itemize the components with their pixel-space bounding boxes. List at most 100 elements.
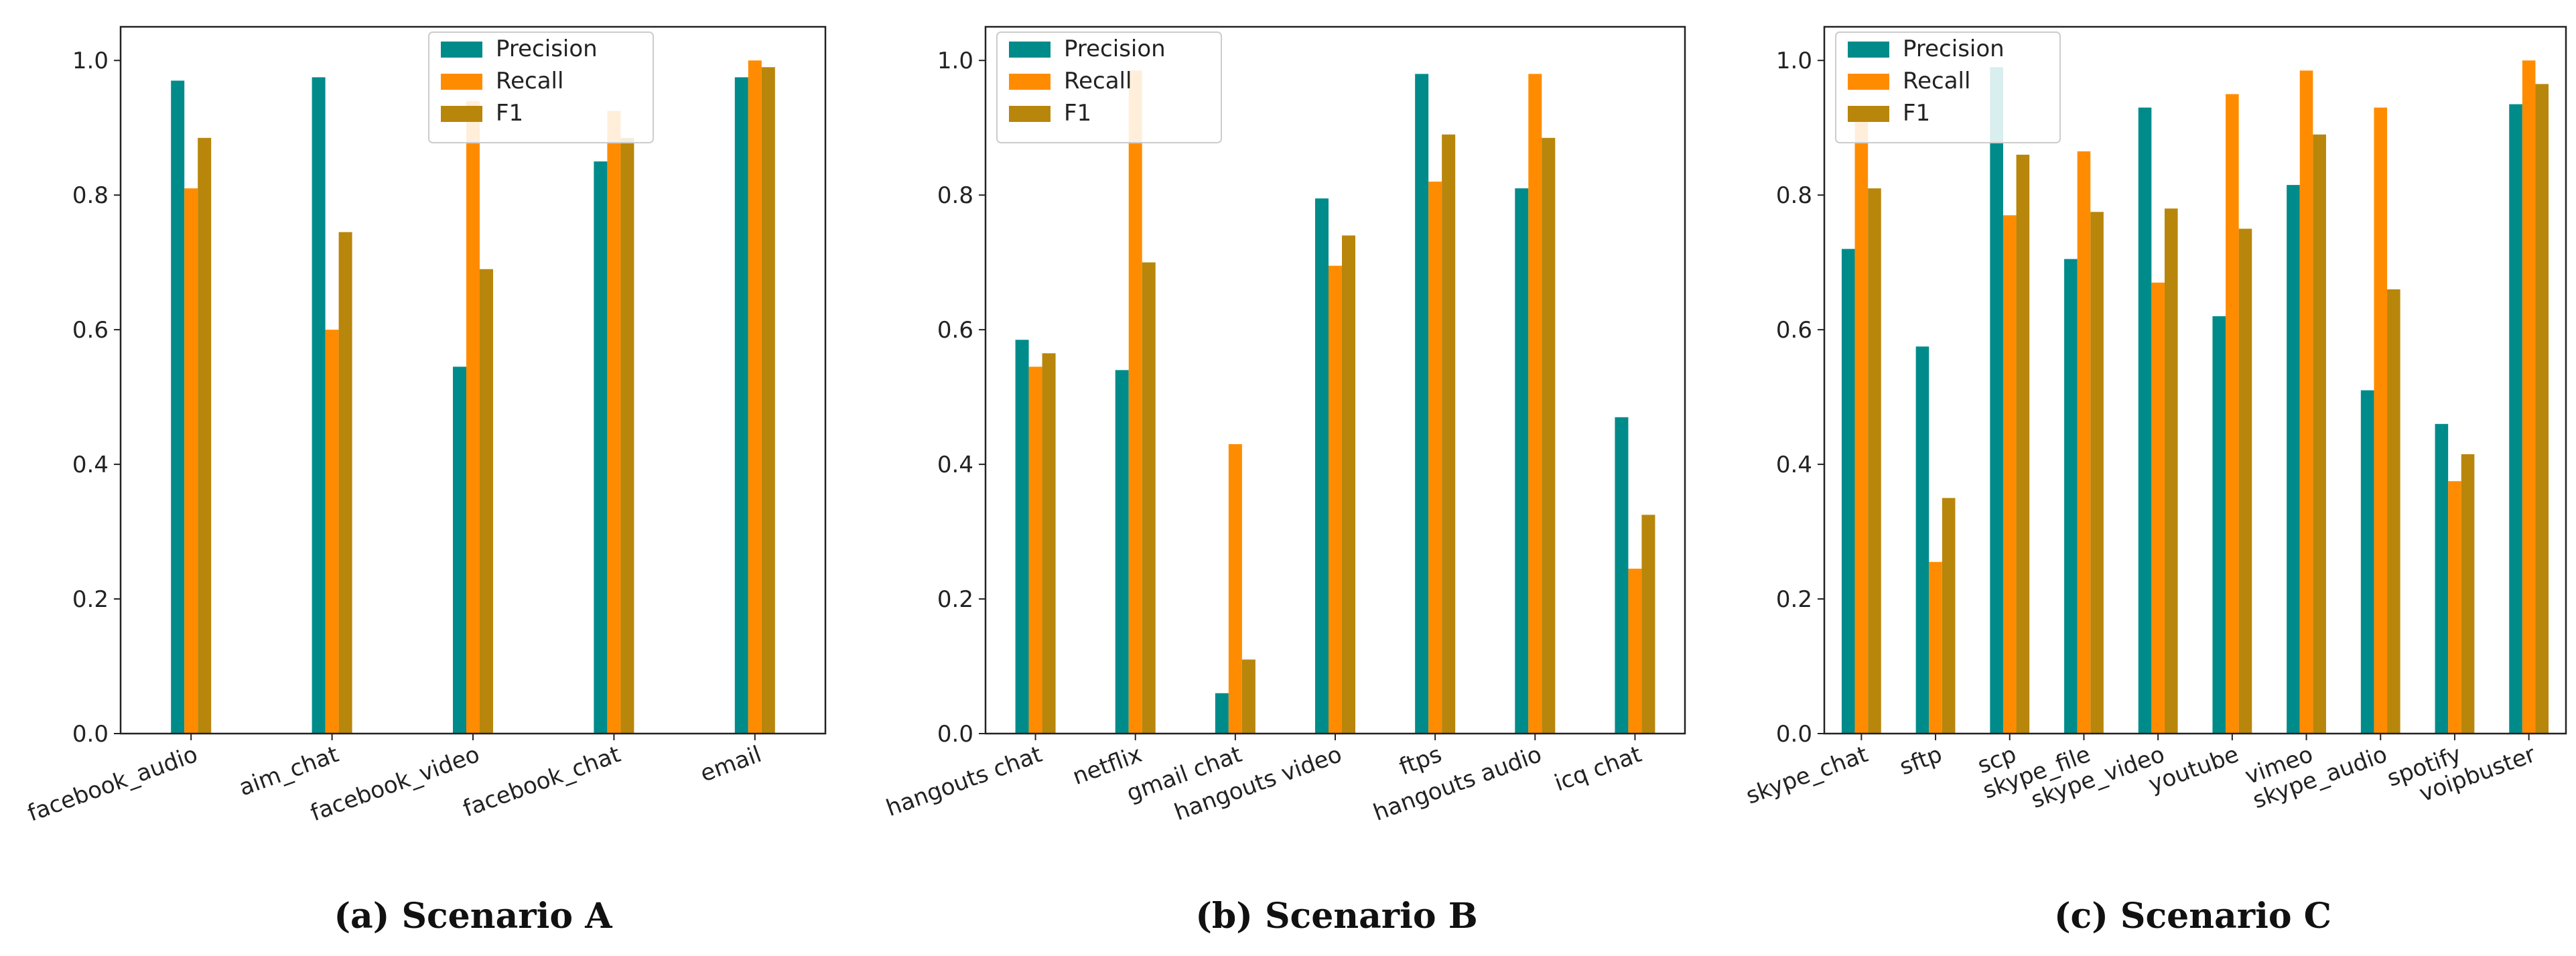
legend-label-f1: F1 bbox=[1064, 100, 1091, 127]
bar-recall-sftp bbox=[1929, 561, 1942, 734]
bar-precision-netflix bbox=[1115, 370, 1129, 734]
bar-precision-facebook-video bbox=[453, 366, 466, 734]
figure-caption: (b) Scenario B bbox=[1195, 896, 1477, 937]
bar-recall-voipbuster bbox=[2522, 60, 2536, 734]
bar-recall-hangouts-video bbox=[1329, 265, 1342, 734]
y-tick-label: 0.6 bbox=[1776, 317, 1812, 344]
bar-precision-youtube bbox=[2212, 316, 2226, 734]
bar-f1-ftps bbox=[1442, 134, 1456, 734]
legend-label-precision: Precision bbox=[496, 36, 598, 62]
y-tick-label: 0.8 bbox=[1776, 182, 1812, 209]
y-tick-label: 1.0 bbox=[937, 48, 973, 74]
chart-panel-0: 0.0 0.2 0.4 0.6 0.8 1.0 facebook_audio aim_chat… bbox=[24, 25, 827, 937]
legend-label-precision: Precision bbox=[1903, 36, 2005, 62]
x-tick-label: hangouts chat bbox=[883, 741, 1046, 822]
x-tick-label: hangouts audio bbox=[1370, 741, 1546, 827]
bar-precision-facebook-audio bbox=[171, 80, 185, 734]
bar-precision-hangouts-chat bbox=[1015, 340, 1029, 734]
x-tick-label: facebook_audio bbox=[24, 741, 201, 827]
bar-recall-netflix bbox=[1128, 70, 1142, 734]
bar-precision-skype-audio bbox=[2360, 390, 2374, 734]
y-tick-label: 0.2 bbox=[1776, 586, 1812, 613]
x-tick-label: facebook_chat bbox=[460, 741, 624, 823]
legend: Precision Recall F1 bbox=[428, 31, 654, 143]
legend: Precision Recall F1 bbox=[996, 31, 1222, 143]
y-tick-label: 1.0 bbox=[72, 48, 109, 74]
bar-f1-voipbuster bbox=[2535, 84, 2549, 734]
bar-f1-skype-audio bbox=[2387, 289, 2400, 734]
bar-f1-skype-chat bbox=[1868, 188, 1881, 734]
x-tick-label: aim_chat bbox=[236, 741, 342, 802]
y-tick-label: 0.4 bbox=[1776, 452, 1812, 478]
legend-swatch-f1 bbox=[441, 106, 482, 122]
bar-recall-facebook-audio bbox=[184, 188, 198, 734]
bar-precision-hangouts-audio bbox=[1515, 188, 1529, 734]
bar-recall-email bbox=[748, 60, 762, 734]
legend-label-f1: F1 bbox=[1903, 100, 1930, 127]
bar-recall-scp bbox=[2003, 215, 2017, 734]
y-tick-label: 0.0 bbox=[937, 721, 973, 748]
legend-label-recall: Recall bbox=[496, 68, 563, 94]
bar-f1-facebook-audio bbox=[198, 137, 212, 734]
y-tick-label: 0.4 bbox=[937, 452, 973, 478]
y-tick-label: 0.8 bbox=[937, 182, 973, 209]
bar-precision-spotify bbox=[2435, 423, 2449, 734]
legend-swatch-precision bbox=[441, 42, 482, 58]
legend-swatch-f1 bbox=[1009, 106, 1050, 122]
bar-f1-facebook-video bbox=[480, 269, 493, 734]
bar-recall-ftps bbox=[1428, 182, 1442, 734]
bar-recall-hangouts-audio bbox=[1528, 74, 1542, 734]
bar-f1-spotify bbox=[2461, 454, 2475, 734]
bar-f1-sftp bbox=[1942, 498, 1956, 734]
y-tick-label: 0.0 bbox=[72, 721, 109, 748]
bar-recall-hangouts-chat bbox=[1028, 366, 1042, 734]
bar-precision-skype-file bbox=[2064, 259, 2078, 734]
legend-swatch-precision bbox=[1848, 42, 1889, 58]
x-tick-label: sftp bbox=[1896, 741, 1946, 780]
bar-precision-email bbox=[734, 77, 748, 734]
bar-f1-icq-chat bbox=[1641, 515, 1655, 734]
legend-label-recall: Recall bbox=[1064, 68, 1132, 94]
y-tick-label: 0.0 bbox=[1776, 721, 1812, 748]
figure-caption: (a) Scenario A bbox=[334, 896, 612, 937]
bar-f1-email bbox=[761, 67, 775, 734]
axes-frame bbox=[119, 25, 827, 735]
bar-precision-aim-chat bbox=[312, 77, 326, 734]
legend-label-precision: Precision bbox=[1064, 36, 1166, 62]
bar-recall-aim-chat bbox=[325, 330, 339, 734]
bar-f1-scp bbox=[2016, 154, 2030, 734]
bar-f1-facebook-chat bbox=[620, 137, 634, 734]
legend-swatch-f1 bbox=[1848, 106, 1889, 122]
bar-recall-skype-file bbox=[2077, 151, 2091, 734]
figure-caption: (c) Scenario C bbox=[2054, 896, 2331, 937]
bar-precision-icq-chat bbox=[1615, 417, 1629, 734]
y-tick-label: 0.8 bbox=[72, 182, 109, 209]
y-tick-label: 0.4 bbox=[72, 452, 109, 478]
bar-precision-ftps bbox=[1415, 74, 1429, 734]
y-tick-label: 0.6 bbox=[937, 317, 973, 344]
bar-recall-icq-chat bbox=[1628, 568, 1642, 734]
axes-frame bbox=[1823, 25, 2567, 735]
axes-frame bbox=[984, 25, 1686, 735]
y-tick-label: 0.6 bbox=[72, 317, 109, 344]
legend: Precision Recall F1 bbox=[1835, 31, 2061, 143]
bar-f1-skype-file bbox=[2090, 212, 2104, 734]
bar-recall-facebook-chat bbox=[607, 111, 621, 734]
x-tick-label: icq chat bbox=[1551, 741, 1645, 797]
bar-precision-skype-chat bbox=[1841, 249, 1855, 734]
bar-precision-vimeo bbox=[2287, 185, 2300, 734]
legend-box bbox=[996, 31, 1222, 143]
y-tick-label: 1.0 bbox=[1776, 48, 1812, 74]
bar-recall-spotify bbox=[2448, 481, 2461, 734]
bar-recall-skype-audio bbox=[2374, 107, 2388, 734]
legend-swatch-recall bbox=[1848, 74, 1889, 90]
legend-label-f1: F1 bbox=[496, 100, 523, 127]
x-tick-label: ftps bbox=[1396, 741, 1445, 780]
bar-precision-gmail-chat bbox=[1215, 693, 1229, 734]
x-tick-label: skype_chat bbox=[1743, 741, 1871, 810]
bar-f1-aim-chat bbox=[338, 232, 352, 734]
bar-recall-skype-video bbox=[2151, 282, 2165, 734]
